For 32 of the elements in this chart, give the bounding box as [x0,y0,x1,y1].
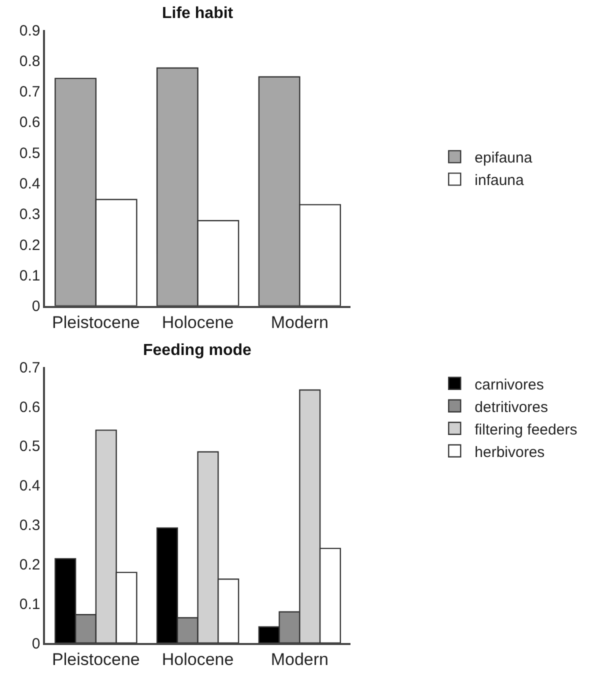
y-tick-label: 0 [32,298,40,316]
y-tick-label: 0.5 [19,144,40,162]
legend-label: infauna [474,172,525,190]
y-tick-label: 0.6 [19,398,40,416]
x-tick-label: Pleistocene [52,650,140,670]
x-tick-label: Holocene [162,650,234,670]
legend-label: carnivores [474,376,544,394]
legend-label: filtering feeders [474,421,578,438]
legend-label: herbivores [474,444,545,461]
x-tick-label: Pleistocene [52,313,140,332]
legend-label: detritivores [474,398,548,416]
y-tick-label: 0.5 [19,438,40,456]
y-tick-label: 0.2 [19,556,40,574]
x-tick-label: Holocene [162,313,234,332]
y-tick-label: 0.9 [19,22,40,40]
y-tick-label: 0.6 [19,114,40,132]
y-tick-label: 0.1 [19,267,40,284]
y-tick-label: 0.4 [19,176,40,192]
y-tick-label: 0.7 [19,84,40,101]
y-tick-label: 0.1 [19,596,40,613]
y-tick-label: 0.7 [19,359,40,376]
y-tick-label: 0.3 [19,206,40,224]
x-tick-label: Modern [270,650,328,670]
y-tick-label: 0.3 [19,517,40,534]
x-tick-label: Modern [270,313,328,332]
y-tick-label: 0.2 [19,236,40,254]
legend-label: epifauna [474,150,533,167]
chart-title: Life habit [162,5,234,22]
y-tick-label: 0.4 [19,478,40,495]
y-tick-label: 0.8 [19,52,40,70]
chart-title: Feeding mode [143,342,252,359]
y-tick-label: 0 [32,635,40,652]
